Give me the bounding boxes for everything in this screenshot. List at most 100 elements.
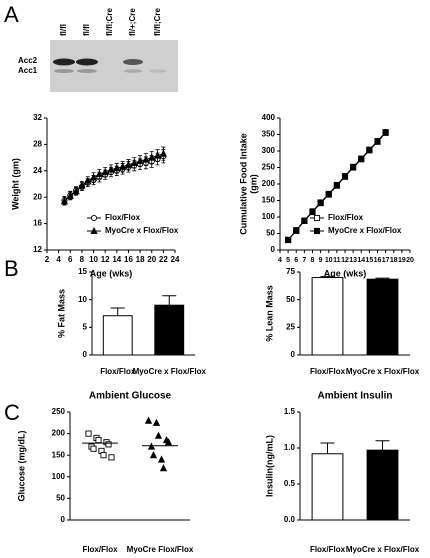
x-tick-label: Flox/Flox (100, 367, 136, 376)
x-tick-label: 6 (68, 255, 73, 264)
data-point (89, 173, 98, 181)
panel-letter: A (4, 2, 19, 27)
lane-label: fl/fl;Cre (153, 7, 162, 36)
y-tick-label: 0 (61, 515, 66, 524)
chart-title: Ambient Glucose (89, 391, 172, 402)
data-point (358, 156, 365, 163)
y-tick-label: 150 (262, 196, 276, 205)
y-tick-label: 20 (33, 192, 42, 201)
y-tick-label: 1.0 (284, 443, 296, 452)
y-tick-label: 1.5 (284, 407, 296, 416)
y-tick-label: 0 (83, 350, 88, 359)
band-label: Acc2 (18, 56, 38, 65)
y-axis-label: Cumulative Food Intake (238, 133, 248, 235)
y-tick-label: 200 (262, 179, 276, 188)
y-tick-label: 28 (33, 140, 42, 149)
data-point (78, 181, 86, 189)
data-point (341, 173, 349, 180)
data-point (85, 430, 92, 437)
x-tick-label: 17 (382, 257, 390, 264)
legend-label: Flox/Flox (328, 213, 364, 222)
error-bar (110, 307, 125, 316)
x-tick-label: 22 (159, 255, 168, 264)
data-point (136, 156, 144, 164)
y-axis-label: (gm) (248, 174, 258, 194)
y-tick-label: 50 (266, 229, 275, 238)
y-tick-label: 50 (286, 295, 295, 304)
chart-title: Ambient Insulin (318, 391, 393, 402)
bar (311, 277, 344, 356)
y-tick-label: 400 (262, 113, 276, 122)
data-point (333, 182, 340, 189)
panel-letter: B (4, 256, 19, 281)
data-point (119, 162, 127, 170)
x-tick-label: 8 (311, 257, 315, 264)
blot-background (50, 40, 178, 92)
blot-band (54, 69, 74, 73)
x-tick-label: 8 (80, 255, 85, 264)
data-point (90, 445, 97, 452)
x-axis-label: Age (wks) (90, 268, 133, 278)
data-point (72, 187, 80, 195)
y-tick-label: 50 (56, 494, 65, 503)
y-axis-label: % Lean Mass (264, 285, 274, 342)
data-point (325, 191, 332, 198)
data-point (144, 416, 153, 424)
data-point (108, 454, 115, 461)
y-tick-label: 12 (33, 245, 42, 254)
legend-marker (313, 227, 321, 235)
data-point (100, 452, 107, 459)
y-tick-label: 24 (33, 166, 42, 175)
data-point (107, 165, 115, 173)
y-tick-label: 250 (262, 163, 276, 172)
x-tick-label: MyoCre x Flox/Flox (346, 367, 420, 376)
data-point (301, 217, 308, 225)
blot-band (124, 69, 142, 73)
data-point (309, 208, 316, 216)
x-tick-label: 18 (136, 255, 145, 264)
error-bar (375, 440, 390, 451)
data-point (164, 438, 173, 446)
x-tick-label: 19 (398, 257, 406, 264)
data-point (159, 464, 168, 472)
y-tick-label: 350 (262, 130, 276, 139)
data-point (157, 455, 166, 463)
x-tick-label: 14 (357, 257, 365, 264)
bar (366, 278, 399, 356)
lane-label: fl/+;Cre (128, 8, 137, 36)
western-blot: fl/fl fl/fl fl/fl;Cre fl/+;Cre fl/fl;Cre… (18, 7, 178, 92)
x-tick-label: 2 (45, 255, 50, 264)
data-point (154, 431, 163, 439)
lane-label: fl/fl (82, 24, 91, 36)
data-point (350, 164, 357, 171)
data-point (317, 200, 324, 207)
x-tick-label: Flox/Flox (310, 545, 346, 554)
x-tick-label: 12 (341, 257, 349, 264)
x-tick-label: Flox/Flox (310, 367, 346, 376)
data-point (60, 197, 69, 205)
y-tick-label: 0 (271, 245, 276, 254)
legend-marker (90, 226, 98, 235)
blot-band (76, 58, 98, 66)
data-point (142, 155, 150, 163)
x-tick-label: 12 (101, 255, 110, 264)
y-tick-label: 25 (286, 322, 295, 331)
data-point (148, 153, 156, 161)
data-point (130, 158, 138, 166)
legend-label: MyoCre x Flox/Flox (328, 226, 402, 235)
lane-label: fl/fl (59, 24, 68, 36)
data-point (149, 451, 158, 459)
x-tick-label: 20 (147, 255, 156, 264)
data-point (147, 442, 156, 450)
x-tick-label: 16 (124, 255, 133, 264)
x-tick-label: 18 (390, 257, 398, 264)
data-point (95, 170, 103, 178)
x-tick-label: 6 (294, 257, 298, 264)
x-axis-label: Age (wks) (324, 268, 367, 278)
y-tick-label: 10 (78, 295, 87, 304)
blot-band (77, 69, 97, 73)
y-tick-label: 0.0 (284, 515, 296, 524)
x-tick-label: 4 (56, 255, 61, 264)
data-point (285, 237, 292, 244)
y-axis-label: Weight (gm) (10, 158, 20, 210)
